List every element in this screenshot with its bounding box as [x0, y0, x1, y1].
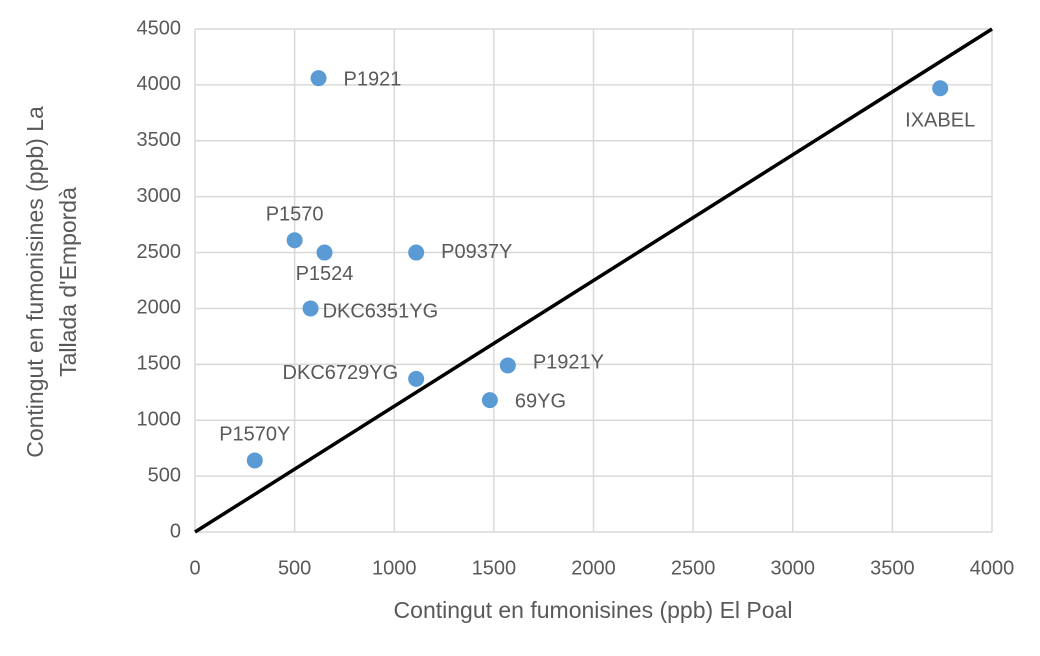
reference-line — [194, 27, 993, 534]
point — [316, 244, 333, 261]
y-tick-label: 500 — [148, 464, 181, 486]
point-label: P1921 — [344, 68, 402, 90]
x-tick-label: 500 — [278, 557, 311, 579]
x-axis-title: Contingut en fumonisines (ppb) El Poal — [394, 597, 793, 623]
y-tick-label: 2000 — [137, 297, 182, 319]
y-axis-title: Contingut en fumonisines (ppb) La — [22, 106, 48, 458]
point-label: DKC6729YG — [283, 362, 399, 384]
point — [499, 357, 516, 374]
y-tick-label: 1500 — [137, 353, 182, 375]
point-label: DKC6351YG — [323, 301, 439, 323]
point — [246, 452, 263, 469]
point — [302, 300, 319, 317]
y-tick-label: 0 — [170, 520, 181, 542]
y-axis-title: Tallada d'Empordà — [55, 187, 81, 377]
y-tick-label: 1000 — [137, 409, 182, 431]
y-tick-label: 4000 — [137, 73, 182, 95]
point — [932, 80, 949, 97]
y-tick-label: 3500 — [137, 129, 182, 151]
x-tick-label: 3500 — [870, 557, 915, 579]
point — [408, 370, 425, 387]
x-tick-label: 2000 — [571, 557, 616, 579]
y-tick-label: 3000 — [137, 185, 182, 207]
point — [286, 232, 303, 249]
y-tick-label: 2500 — [137, 241, 182, 263]
point-label: IXABEL — [905, 110, 975, 132]
point-label: 69YG — [515, 390, 566, 412]
x-tick-label: 1000 — [372, 557, 417, 579]
point-label: P1524 — [296, 263, 354, 285]
point-label: P1570 — [266, 204, 324, 226]
x-tick-label: 3000 — [771, 557, 816, 579]
point-label: P0937Y — [441, 241, 512, 263]
x-tick-label: 4000 — [970, 557, 1015, 579]
x-tick-label: 1500 — [472, 557, 517, 579]
point — [310, 70, 327, 87]
x-tick-label: 0 — [189, 557, 200, 579]
y-tick-label: 4500 — [137, 17, 182, 39]
x-tick-label: 2500 — [671, 557, 716, 579]
point — [481, 392, 498, 409]
point — [408, 244, 425, 261]
point-label: P1921Y — [533, 352, 604, 374]
point-label: P1570Y — [219, 424, 290, 446]
